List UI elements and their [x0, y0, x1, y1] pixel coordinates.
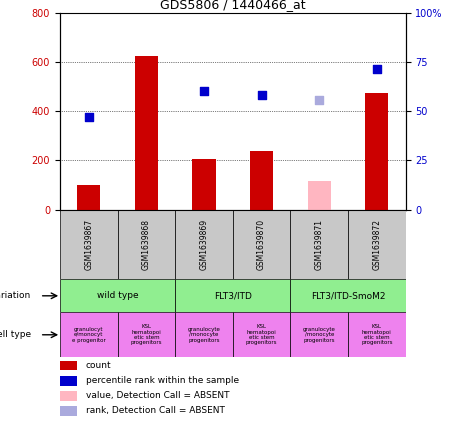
Text: value, Detection Call = ABSENT: value, Detection Call = ABSENT — [86, 391, 230, 400]
Text: FLT3/ITD: FLT3/ITD — [214, 291, 252, 300]
Bar — [348, 210, 406, 280]
Point — [85, 114, 92, 121]
Bar — [175, 312, 233, 357]
Point — [373, 66, 381, 73]
Text: rank, Detection Call = ABSENT: rank, Detection Call = ABSENT — [86, 407, 225, 415]
Text: percentile rank within the sample: percentile rank within the sample — [86, 376, 239, 385]
Bar — [290, 210, 348, 280]
Text: GSM1639870: GSM1639870 — [257, 219, 266, 270]
Bar — [175, 280, 290, 312]
Text: KSL
hematopoi
etic stem
progenitors: KSL hematopoi etic stem progenitors — [361, 324, 393, 346]
Title: GDS5806 / 1440466_at: GDS5806 / 1440466_at — [160, 0, 306, 11]
Point — [200, 88, 207, 95]
Bar — [308, 181, 331, 210]
Text: granulocyte
/monocyte
progenitors: granulocyte /monocyte progenitors — [188, 327, 220, 343]
Point — [315, 97, 323, 104]
Bar — [118, 210, 175, 280]
Text: GSM1639867: GSM1639867 — [84, 219, 93, 270]
Bar — [60, 280, 175, 312]
Bar — [60, 376, 77, 386]
Point — [258, 92, 266, 99]
Bar — [60, 210, 118, 280]
Text: GSM1639871: GSM1639871 — [315, 219, 324, 270]
Bar — [348, 312, 406, 357]
Text: count: count — [86, 361, 112, 370]
Bar — [233, 312, 290, 357]
Text: GSM1639869: GSM1639869 — [200, 219, 208, 270]
Bar — [233, 210, 290, 280]
Bar — [193, 159, 216, 210]
Bar — [60, 406, 77, 416]
Bar — [135, 56, 158, 210]
Bar — [60, 391, 77, 401]
Text: wild type: wild type — [97, 291, 138, 300]
Text: GSM1639868: GSM1639868 — [142, 219, 151, 270]
Text: cell type: cell type — [0, 330, 31, 339]
Bar — [118, 312, 175, 357]
Bar — [365, 93, 388, 210]
Bar — [290, 312, 348, 357]
Text: genotype/variation: genotype/variation — [0, 291, 31, 300]
Text: granulocyt
e/monocyt
e progenitor: granulocyt e/monocyt e progenitor — [72, 327, 106, 343]
Text: GSM1639872: GSM1639872 — [372, 219, 381, 270]
Bar — [60, 312, 118, 357]
Text: FLT3/ITD-SmoM2: FLT3/ITD-SmoM2 — [311, 291, 385, 300]
Text: KSL
hematopoi
etic stem
progenitors: KSL hematopoi etic stem progenitors — [130, 324, 162, 346]
Bar — [250, 151, 273, 210]
Bar — [175, 210, 233, 280]
Bar — [77, 185, 100, 210]
Bar — [60, 361, 77, 371]
Text: granulocyte
/monocyte
progenitors: granulocyte /monocyte progenitors — [303, 327, 336, 343]
Bar — [290, 280, 406, 312]
Text: KSL
hematopoi
etic stem
progenitors: KSL hematopoi etic stem progenitors — [246, 324, 278, 346]
